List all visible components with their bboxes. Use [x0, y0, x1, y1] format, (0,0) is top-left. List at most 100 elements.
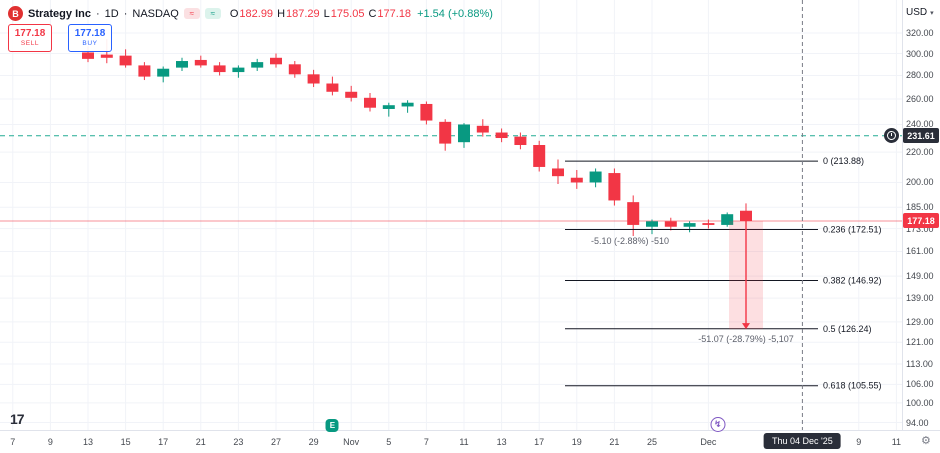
sell-label: SELL [20, 39, 40, 47]
candle [570, 169, 583, 189]
candle [646, 219, 658, 235]
price-tick-label: 113.00 [906, 359, 933, 370]
fib-label: 0.236 (172.51) [823, 224, 882, 234]
candle [589, 168, 602, 188]
fib-label: 0.618 (105.55) [823, 381, 882, 391]
candle [420, 101, 433, 125]
price-tick-label: 149.00 [906, 271, 934, 282]
candle [251, 58, 264, 71]
candle [345, 85, 358, 102]
alert-price-badge[interactable]: 231.61 [903, 128, 939, 144]
time-tick-label: Dec [700, 437, 717, 447]
candle [702, 219, 715, 229]
measure-tool[interactable]: -51.07 (-28.79%) -5,107 [698, 220, 794, 344]
price-tick-label: 185.00 [906, 202, 934, 213]
ohlc-readout: O 182.99 H 187.29 L 175.05 C 177.18 +1.54 (+… [230, 8, 493, 20]
price-axis-separator [902, 0, 903, 430]
time-tick-label: 23 [233, 437, 244, 447]
candle [288, 61, 301, 78]
time-tick-label: 17 [534, 437, 545, 447]
price-tick-label: 161.00 [906, 246, 934, 257]
symbol-logo-icon[interactable]: B [8, 6, 23, 21]
candle [401, 100, 414, 113]
time-tick-label: 19 [571, 437, 582, 447]
market-status-icon[interactable]: ≈ [183, 8, 200, 19]
buy-button[interactable]: 177.18 BUY [68, 24, 112, 52]
price-tick-label: 139.00 [906, 293, 934, 304]
alert-clock-icon[interactable] [884, 128, 899, 144]
event-marker-icon[interactable]: ↯ [710, 417, 726, 432]
time-tick-label: 9 [47, 437, 53, 447]
close-label: C [368, 7, 377, 20]
change-value: +1.54 (+0.88%) [417, 7, 493, 20]
last-price-badge: 177.18 [903, 213, 939, 229]
open-label: O [229, 7, 239, 20]
price-tick-label: 300.00 [906, 48, 934, 59]
candle [608, 168, 621, 206]
sell-button[interactable]: 177.18 SELL [8, 24, 52, 52]
candle [232, 65, 245, 78]
fib-retracement[interactable]: 0 (213.88) 0.236 (172.51) 0.382 (146.92) 0.… [565, 156, 882, 391]
candles [82, 39, 752, 237]
candle [683, 221, 696, 233]
timeframe-label[interactable]: 1D [104, 7, 119, 20]
time-tick-label: 27 [270, 437, 282, 447]
candle [382, 102, 395, 117]
candle [213, 62, 226, 76]
candle [157, 66, 170, 83]
price-tick-label: 240.00 [906, 119, 934, 130]
price-tick-label: 260.00 [906, 94, 934, 105]
gear-icon[interactable]: ⚙ [921, 435, 931, 447]
time-tick-label: 13 [82, 437, 94, 447]
candle [176, 57, 188, 71]
candle [194, 55, 207, 68]
measure-label: -51.07 (-28.79%) -5,107 [698, 334, 794, 344]
time-tick-label: 9 [856, 437, 862, 447]
price-tick-label: 200.00 [906, 177, 934, 188]
price-tick-label: 106.00 [906, 379, 934, 390]
exchange-label[interactable]: NASDAQ [132, 7, 179, 20]
symbol-name[interactable]: Strategy Inc [28, 7, 91, 20]
time-tick-label: 21 [609, 437, 620, 447]
time-tick-label: 17 [158, 437, 169, 447]
open-value: 182.99 [239, 7, 274, 20]
time-tick-label: 11 [891, 437, 902, 447]
candle [307, 69, 320, 88]
earnings-marker-icon[interactable]: E [325, 419, 339, 432]
time-tick-label: 7 [423, 437, 429, 447]
candle [533, 140, 546, 172]
close-value: 177.18 [377, 7, 412, 20]
clock-face-icon [887, 131, 896, 141]
fib-label: 0.382 (146.92) [823, 276, 882, 286]
time-tick-label: 13 [496, 437, 507, 447]
tradingview-logo[interactable]: 17 [10, 411, 25, 427]
high-value: 187.29 [286, 7, 320, 20]
price-tick-label: 129.00 [906, 316, 934, 327]
time-tick-label: 5 [386, 437, 392, 447]
sell-price: 177.18 [14, 27, 46, 39]
high-label: H [277, 7, 286, 20]
price-tick-label: 220.00 [906, 147, 934, 158]
currency-selector[interactable]: USD ▾ [906, 7, 934, 18]
candle [119, 49, 132, 68]
low-label: L [323, 7, 330, 20]
crosshair-date-badge: Thu 04 Dec '25 [764, 433, 841, 449]
currency-label: USD [906, 7, 928, 18]
candle [138, 62, 151, 81]
buy-label: BUY [82, 39, 98, 47]
price-tick-label: 173.00 [906, 223, 934, 234]
candle [514, 132, 527, 150]
notifications-icon[interactable]: ≈ [204, 8, 221, 19]
candle [476, 119, 489, 137]
time-tick-label: 21 [195, 437, 206, 447]
low-value: 175.05 [330, 7, 365, 20]
price-tick-label: 320.00 [906, 28, 934, 38]
time-tick-label: 7 [10, 437, 16, 447]
time-tick-label: 25 [646, 437, 658, 447]
measure-label-small: -5.10 (-2.88%) -510 [591, 236, 669, 246]
time-axis-separator [0, 430, 940, 431]
time-tick-label: 15 [120, 437, 131, 447]
candle [458, 123, 470, 148]
